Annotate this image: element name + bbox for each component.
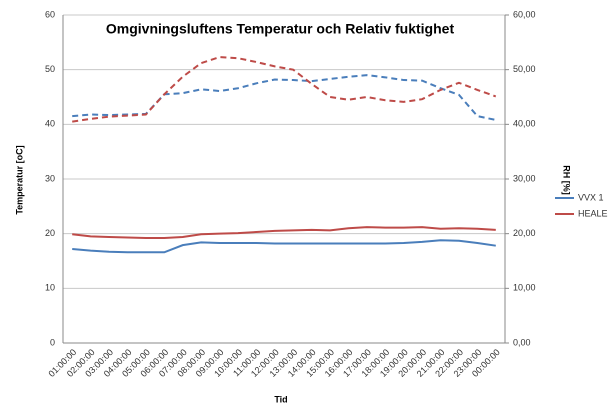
series-line: [72, 226, 496, 240]
x-axis-label: Tid: [274, 394, 287, 404]
y2-tick-label: 20,00: [513, 228, 536, 238]
series-line: [72, 239, 496, 254]
y2-tick-label: 30,00: [513, 173, 536, 183]
series-line: [72, 74, 496, 121]
legend-label: VVX 1: [578, 192, 604, 202]
chart-title: Omgivningsluftens Temperatur och Relativ…: [106, 21, 455, 37]
y2-tick-label: 40,00: [513, 119, 536, 129]
legend-label: HEALE: [578, 208, 608, 218]
y-tick-label: 60: [45, 9, 55, 19]
y-tick-label: 20: [45, 228, 55, 238]
y2-tick-label: 0,00: [513, 337, 531, 347]
series-line: [72, 56, 497, 123]
y2-tick-label: 60,00: [513, 9, 536, 19]
y-tick-label: 50: [45, 64, 55, 74]
y2-tick-label: 50,00: [513, 64, 536, 74]
y-axis-label: Temperatur [oC]: [14, 145, 24, 214]
y2-tick-label: 10,00: [513, 283, 536, 293]
y2-axis-label: RH [%]: [562, 165, 572, 195]
y-tick-label: 30: [45, 173, 55, 183]
y-tick-label: 0: [50, 337, 55, 347]
y-tick-label: 10: [45, 283, 55, 293]
y-tick-label: 40: [45, 119, 55, 129]
